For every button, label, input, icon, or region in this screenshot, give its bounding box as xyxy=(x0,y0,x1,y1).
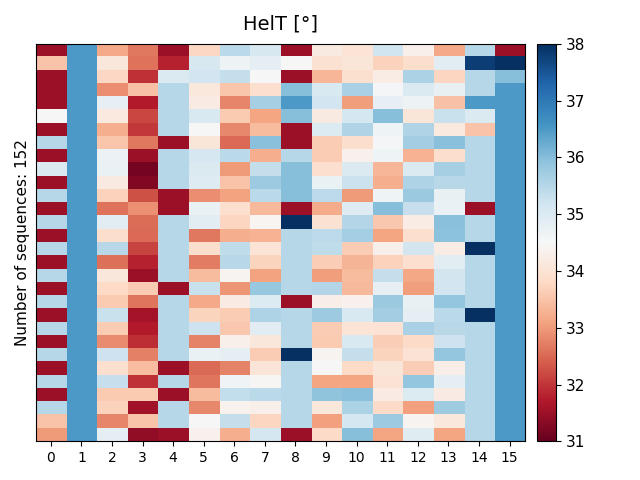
Title: HelT [°]: HelT [°] xyxy=(243,15,317,34)
Y-axis label: Number of sequences: 152: Number of sequences: 152 xyxy=(15,139,30,346)
